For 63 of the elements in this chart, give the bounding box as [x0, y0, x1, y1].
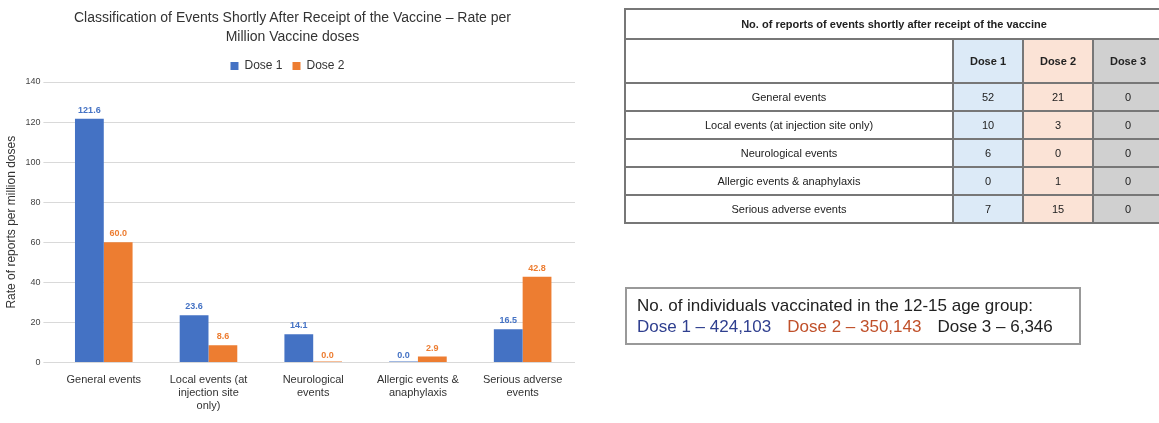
text: 21	[1051, 91, 1065, 103]
bar	[179, 315, 209, 362]
text: 0	[1124, 147, 1132, 159]
text: 0	[1124, 175, 1132, 187]
text: 15	[1051, 203, 1065, 215]
category-label: Dose 3	[1093, 39, 1159, 83]
bar	[208, 345, 238, 362]
x-tick-label: General events	[66, 373, 142, 386]
y-tick-label: 40	[30, 276, 41, 287]
bar	[522, 276, 552, 362]
category-label: Allergic events & anaphylaxis	[717, 175, 861, 187]
data-label: 2.9	[426, 342, 439, 353]
y-tick-label: 20	[30, 316, 41, 327]
data-label: 121.6	[78, 104, 101, 115]
text: 0	[1124, 91, 1132, 103]
category-label: Serious adverse events	[731, 203, 847, 215]
chart-title: Classification of Events Shortly After Receipt of the Vaccine – Rate per Million Vaccine doses	[72, 8, 513, 46]
text: 1	[1054, 175, 1062, 187]
x-tick-label: Neurological events	[282, 373, 344, 399]
data-label: 0.0	[321, 350, 334, 361]
text: 0	[984, 175, 992, 187]
bar	[493, 329, 523, 362]
bar	[284, 334, 314, 362]
y-tick-label: 80	[30, 196, 41, 207]
data-label: 60.0	[109, 228, 127, 239]
text: No. of reports of events shortly after receipt of the vaccine	[625, 9, 1159, 39]
data-label: 0.0	[397, 350, 410, 361]
category-label: Dose 1	[953, 39, 1023, 83]
data-label: 14.1	[290, 320, 308, 331]
bar	[74, 118, 104, 362]
category-label: General events	[751, 91, 827, 103]
text: Dose 3 – 6,346	[937, 317, 1053, 336]
legend-label: Dose 1	[244, 58, 283, 73]
y-tick-label: 100	[25, 156, 41, 167]
y-tick-label: 60	[30, 236, 41, 247]
text: 7	[984, 203, 992, 215]
text: 3	[1054, 119, 1062, 131]
data-label: 23.6	[185, 301, 203, 312]
legend-label: Dose 2	[306, 58, 345, 73]
y-tick-label: 0	[35, 356, 41, 367]
category-label: Local events (at injection site only)	[704, 119, 874, 131]
text: Dose 1 – 424,103	[637, 317, 772, 336]
x-tick-label: Local events (at injection site only)	[169, 373, 248, 412]
text: 0	[1124, 119, 1132, 131]
text: No. of individuals vaccinated in the 12-15 age group:	[637, 295, 1034, 316]
data-label: 16.5	[499, 315, 518, 326]
text: 6	[984, 147, 992, 159]
bar	[103, 242, 133, 362]
y-tick-label: 120	[25, 116, 41, 127]
x-tick-label: Serious adverse events	[482, 373, 563, 399]
data-label: 8.6	[216, 331, 230, 342]
text: Dose 2 – 350,143	[787, 317, 922, 336]
y-axis-title: Rate of reports per million doses	[3, 135, 18, 309]
text: 0	[1124, 203, 1132, 215]
bar	[417, 356, 447, 362]
text: 0	[1054, 147, 1062, 159]
text: 10	[981, 119, 995, 131]
category-label: Neurological events	[740, 147, 838, 159]
text: 52	[981, 91, 995, 103]
data-label: 42.8	[528, 262, 546, 273]
y-tick-label: 140	[25, 76, 41, 87]
x-tick-label: Allergic events & anaphylaxis	[376, 373, 460, 399]
category-label: Dose 2	[1023, 39, 1093, 83]
